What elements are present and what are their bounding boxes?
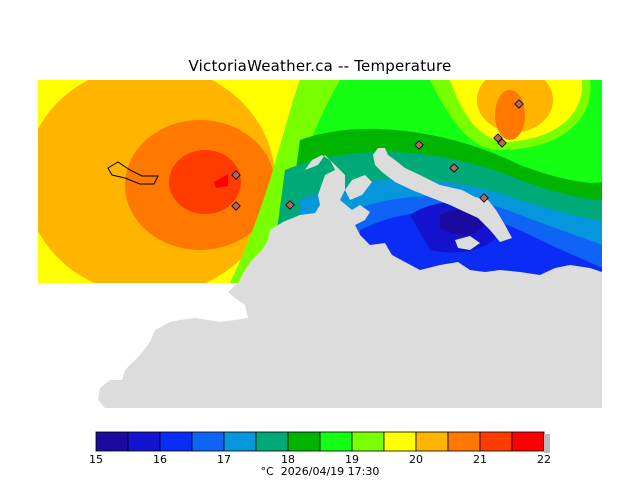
legend-caption: °C 2026/04/19 17:30 [0,465,640,478]
map-title: VictoriaWeather.ca -- Temperature [188,57,452,75]
legend-swatch [351,431,385,452]
legend-swatch [383,431,417,452]
station-marker[interactable] [497,138,507,148]
color-legend [95,431,550,453]
legend-swatch [223,431,257,452]
legend-swatch [255,431,289,452]
legend-swatch [447,431,481,452]
legend-swatch [127,431,161,452]
station-marker[interactable] [285,200,295,210]
station-marker[interactable] [414,140,424,150]
island-outline [107,161,159,185]
legend-swatch [479,431,513,452]
temperature-field [38,80,602,283]
legend-shadow [544,434,550,453]
station-marker[interactable] [231,170,241,180]
station-marker[interactable] [449,163,459,173]
station-marker[interactable] [479,193,489,203]
legend-swatch [511,431,545,452]
weather-stations [231,99,524,211]
legend-swatch [287,431,321,452]
land-mass [98,148,602,408]
legend-swatch [415,431,449,452]
legend-swatch [95,431,129,452]
legend-swatch [319,431,353,452]
timestamp: 2026/04/19 17:30 [280,465,380,478]
station-marker[interactable] [231,201,241,211]
legend-swatch [159,431,193,452]
legend-swatch [191,431,225,452]
station-marker[interactable] [514,99,524,109]
unit-label: °C [260,465,274,478]
